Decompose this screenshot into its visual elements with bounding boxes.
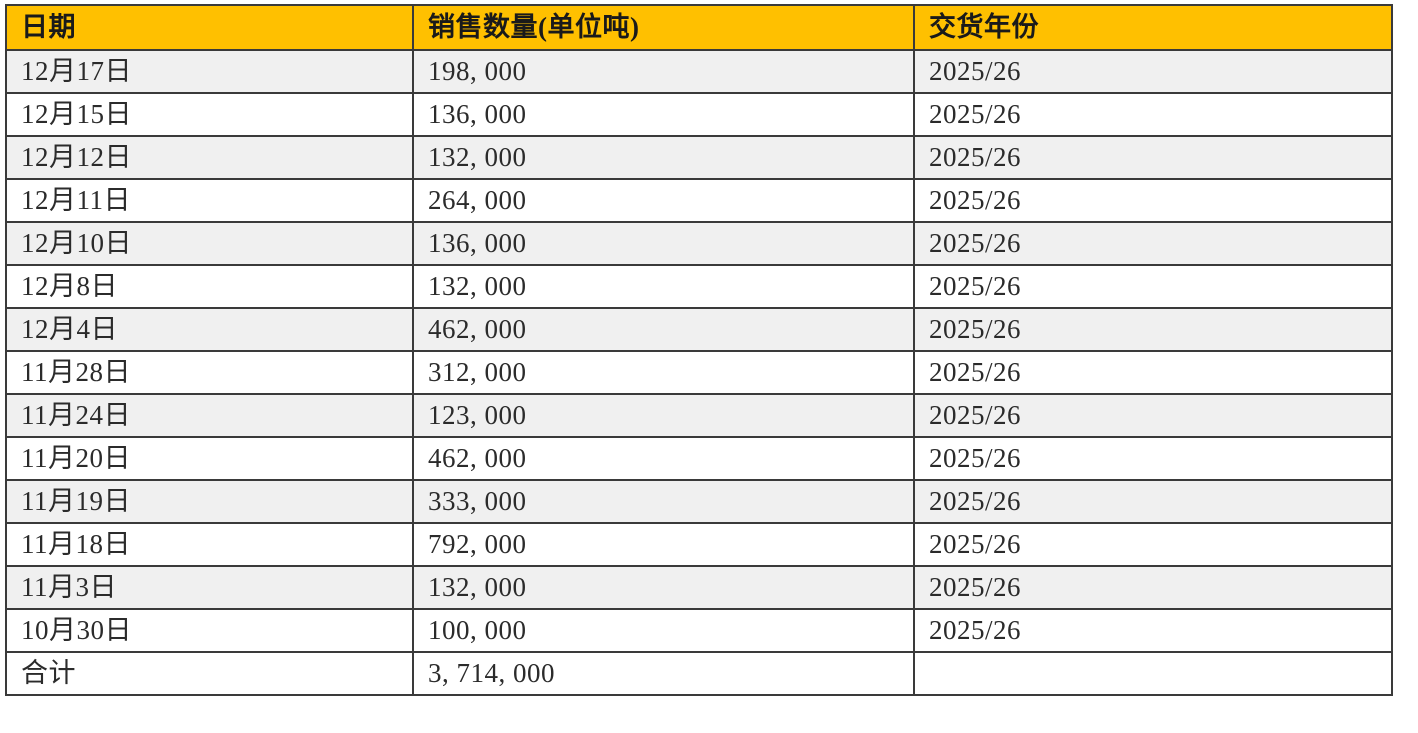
- table-row: 11月20日 462, 000 2025/26: [5, 436, 1393, 481]
- table-header-row: 日期 销售数量(单位吨) 交货年份: [5, 4, 1393, 51]
- cell-date: 12月17日: [5, 49, 414, 94]
- cell-quantity: 100, 000: [412, 608, 915, 653]
- cell-quantity: 264, 000: [412, 178, 915, 223]
- column-header-date: 日期: [5, 4, 414, 51]
- table-row: 11月3日 132, 000 2025/26: [5, 565, 1393, 610]
- cell-date: 11月18日: [5, 522, 414, 567]
- table-row: 11月19日 333, 000 2025/26: [5, 479, 1393, 524]
- total-label-cell: 合计: [5, 651, 414, 696]
- cell-quantity: 312, 000: [412, 350, 915, 395]
- cell-quantity: 136, 000: [412, 92, 915, 137]
- table-header: 日期 销售数量(单位吨) 交货年份: [5, 4, 1393, 51]
- table-row: 11月24日 123, 000 2025/26: [5, 393, 1393, 438]
- cell-year: 2025/26: [913, 49, 1393, 94]
- cell-date: 12月10日: [5, 221, 414, 266]
- cell-year: 2025/26: [913, 393, 1393, 438]
- table-row: 12月17日 198, 000 2025/26: [5, 49, 1393, 94]
- cell-year: 2025/26: [913, 436, 1393, 481]
- table-row: 12月8日 132, 000 2025/26: [5, 264, 1393, 309]
- table-body: 12月17日 198, 000 2025/26 12月15日 136, 000 2025/…: [5, 49, 1393, 696]
- cell-quantity: 123, 000: [412, 393, 915, 438]
- cell-date: 11月3日: [5, 565, 414, 610]
- cell-year: 2025/26: [913, 608, 1393, 653]
- cell-date: 10月30日: [5, 608, 414, 653]
- cell-year: 2025/26: [913, 522, 1393, 567]
- cell-quantity: 333, 000: [412, 479, 915, 524]
- cell-date: 12月4日: [5, 307, 414, 352]
- cell-year: 2025/26: [913, 221, 1393, 266]
- cell-year: 2025/26: [913, 565, 1393, 610]
- cell-year: 2025/26: [913, 264, 1393, 309]
- cell-date: 12月8日: [5, 264, 414, 309]
- cell-quantity: 462, 000: [412, 307, 915, 352]
- cell-quantity: 198, 000: [412, 49, 915, 94]
- cell-date: 12月15日: [5, 92, 414, 137]
- table-row: 12月4日 462, 000 2025/26: [5, 307, 1393, 352]
- cell-year: 2025/26: [913, 479, 1393, 524]
- table-row: 12月11日 264, 000 2025/26: [5, 178, 1393, 223]
- cell-quantity: 132, 000: [412, 565, 915, 610]
- cell-quantity: 462, 000: [412, 436, 915, 481]
- table-row: 10月30日 100, 000 2025/26: [5, 608, 1393, 653]
- table-total-row: 合计 3, 714, 000: [5, 651, 1393, 696]
- column-header-quantity: 销售数量(单位吨): [412, 4, 915, 51]
- total-quantity-cell: 3, 714, 000: [412, 651, 915, 696]
- table-row: 12月10日 136, 000 2025/26: [5, 221, 1393, 266]
- total-year-cell: [913, 651, 1393, 696]
- sales-table: 日期 销售数量(单位吨) 交货年份 12月17日 198, 000 2025/26 1…: [5, 4, 1393, 696]
- cell-quantity: 792, 000: [412, 522, 915, 567]
- cell-date: 11月19日: [5, 479, 414, 524]
- cell-date: 12月12日: [5, 135, 414, 180]
- cell-year: 2025/26: [913, 92, 1393, 137]
- cell-date: 11月20日: [5, 436, 414, 481]
- table-row: 11月28日 312, 000 2025/26: [5, 350, 1393, 395]
- cell-year: 2025/26: [913, 178, 1393, 223]
- cell-date: 11月24日: [5, 393, 414, 438]
- cell-quantity: 132, 000: [412, 135, 915, 180]
- cell-year: 2025/26: [913, 135, 1393, 180]
- cell-date: 11月28日: [5, 350, 414, 395]
- cell-quantity: 136, 000: [412, 221, 915, 266]
- sales-table-container: 日期 销售数量(单位吨) 交货年份 12月17日 198, 000 2025/26 1…: [5, 4, 1393, 696]
- cell-quantity: 132, 000: [412, 264, 915, 309]
- cell-year: 2025/26: [913, 350, 1393, 395]
- table-row: 12月15日 136, 000 2025/26: [5, 92, 1393, 137]
- table-row: 11月18日 792, 000 2025/26: [5, 522, 1393, 567]
- table-row: 12月12日 132, 000 2025/26: [5, 135, 1393, 180]
- column-header-year: 交货年份: [913, 4, 1393, 51]
- cell-date: 12月11日: [5, 178, 414, 223]
- cell-year: 2025/26: [913, 307, 1393, 352]
